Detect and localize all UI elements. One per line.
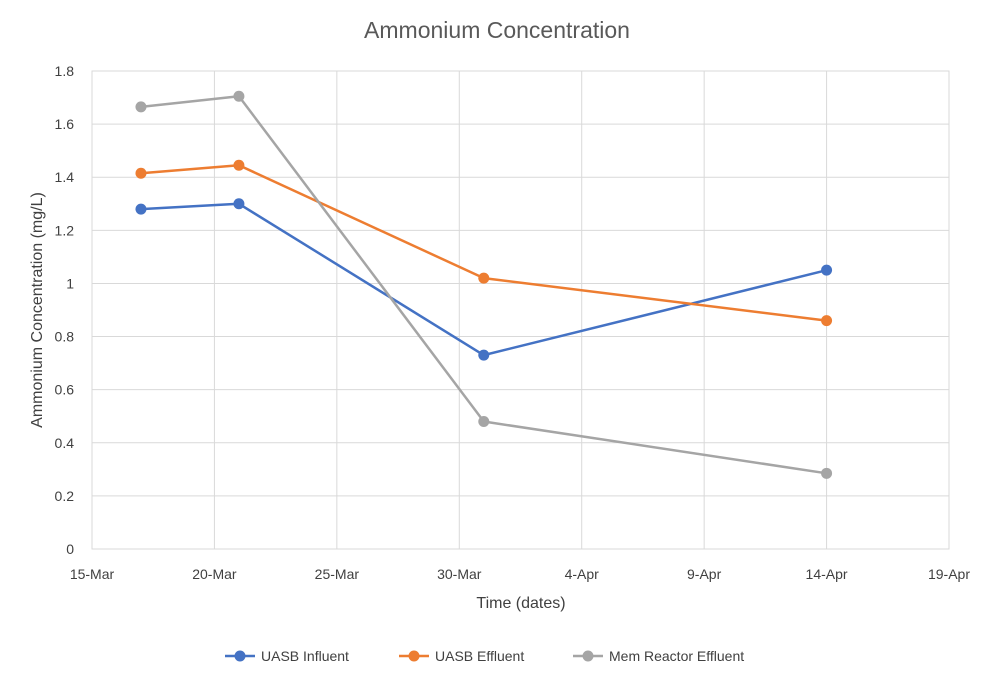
y-tick-label: 0 — [66, 541, 74, 557]
mem-reactor-effluent-point — [478, 416, 490, 428]
x-tick-label: 15-Mar — [70, 566, 115, 582]
chart-title: Ammonium Concentration — [364, 17, 630, 43]
x-axis-title: Time (dates) — [476, 595, 565, 612]
y-tick-label: 1.8 — [55, 63, 75, 79]
y-axis-title: Ammonium Concentration (mg/L) — [29, 192, 46, 428]
legend-uasb-effluent-label: UASB Effluent — [435, 648, 524, 664]
y-tick-label: 1.2 — [55, 222, 75, 238]
uasb-influent-point — [233, 198, 245, 210]
mem-reactor-effluent-point — [135, 101, 147, 113]
uasb-influent-point — [135, 203, 147, 215]
x-tick-label: 9-Apr — [687, 566, 722, 582]
legend-uasb-influent-label: UASB Influent — [261, 648, 349, 664]
legend-mem-reactor-effluent-marker — [582, 650, 594, 662]
uasb-influent-point — [478, 349, 490, 361]
uasb-effluent-point — [233, 159, 245, 171]
legend-mem-reactor-effluent-label: Mem Reactor Effluent — [609, 648, 744, 664]
y-tick-label: 0.8 — [55, 329, 75, 345]
grid-layer — [91, 70, 950, 550]
y-tick-label: 1.4 — [55, 169, 75, 185]
uasb-effluent-point — [821, 315, 833, 327]
y-tick-label: 0.4 — [55, 435, 75, 451]
uasb-influent-point — [821, 264, 833, 276]
legend-uasb-effluent-marker — [408, 650, 420, 662]
x-tick-label: 30-Mar — [437, 566, 482, 582]
x-tick-label: 19-Apr — [928, 566, 970, 582]
mem-reactor-effluent-point — [233, 90, 245, 102]
x-tick-label: 4-Apr — [565, 566, 600, 582]
axis-layer: 0 0.2 0.4 0.6 0.8 1 1.2 1.4 1.6 1.8 15-Mar 20-Mar 25… — [55, 63, 971, 582]
x-tick-label: 25-Mar — [315, 566, 360, 582]
legend-uasb-influent-marker — [234, 650, 246, 662]
legend: UASB Influent UASB Effluent Mem Reactor Ef… — [225, 648, 744, 664]
y-tick-label: 0.6 — [55, 382, 75, 398]
y-tick-label: 1 — [66, 275, 74, 291]
series-layer — [135, 90, 833, 479]
uasb-effluent-point — [135, 167, 147, 179]
uasb-influent-line — [140, 202, 827, 357]
y-tick-label: 1.6 — [55, 116, 75, 132]
mem-reactor-effluent-line — [140, 94, 827, 475]
mem-reactor-effluent-point — [821, 467, 833, 479]
x-tick-label: 14-Apr — [806, 566, 848, 582]
y-tick-label: 0.2 — [55, 488, 75, 504]
uasb-effluent-line — [140, 164, 827, 322]
plot-area-border — [91, 70, 950, 550]
uasb-effluent-point — [478, 272, 490, 284]
x-tick-label: 20-Mar — [192, 566, 237, 582]
